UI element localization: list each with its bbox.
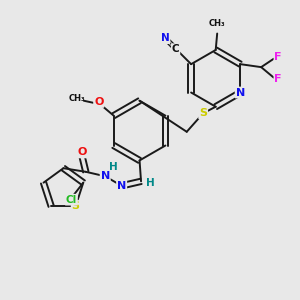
Text: C: C [172, 44, 179, 54]
Text: F: F [274, 52, 282, 62]
Text: H: H [146, 178, 155, 188]
Text: CH₃: CH₃ [69, 94, 85, 103]
Text: S: S [72, 201, 80, 211]
Text: N: N [236, 88, 245, 98]
Text: H: H [109, 162, 118, 172]
Text: S: S [199, 108, 207, 118]
Text: N: N [117, 181, 126, 191]
Text: O: O [94, 97, 104, 107]
Text: F: F [274, 74, 282, 84]
Text: Cl: Cl [66, 195, 77, 205]
Text: N: N [100, 171, 110, 181]
Text: O: O [77, 147, 87, 158]
Text: CH₃: CH₃ [209, 20, 226, 28]
Text: N: N [161, 33, 170, 43]
